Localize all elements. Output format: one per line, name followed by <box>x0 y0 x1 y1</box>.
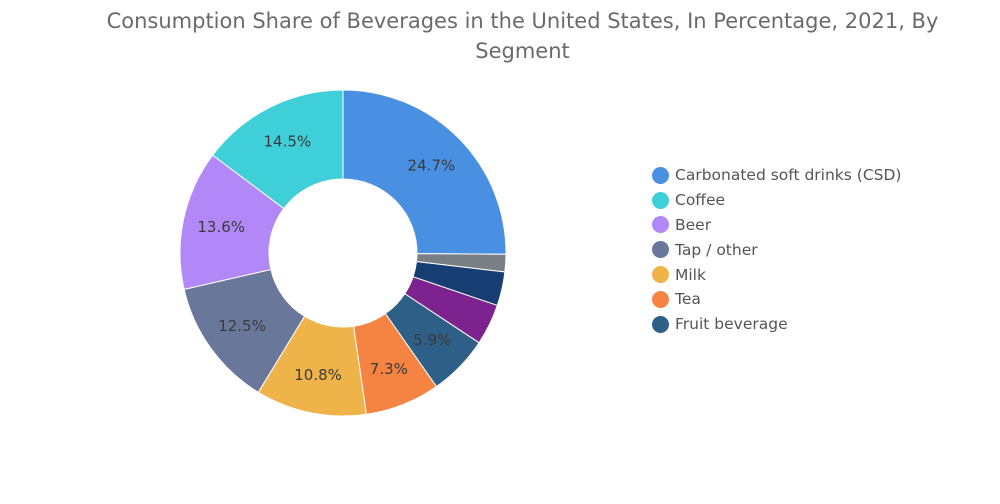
legend-item[interactable]: Coffee <box>652 188 901 213</box>
slice-9 <box>179 154 285 291</box>
legend-item[interactable]: Carbonated soft drinks (CSD) <box>652 163 901 188</box>
legend-label: Fruit beverage <box>675 315 788 334</box>
legend-item[interactable]: Tap / other <box>652 237 901 262</box>
legend-swatch <box>652 266 669 284</box>
legend-swatch <box>652 216 669 234</box>
legend-swatch <box>652 315 669 333</box>
legend-label: Tap / other <box>675 240 758 259</box>
slice-label-7: 10.8% <box>294 366 342 384</box>
legend-label: Beer <box>675 215 712 234</box>
legend-swatch <box>652 166 669 184</box>
legend-swatch <box>652 290 669 308</box>
legend-label: Milk <box>675 265 706 284</box>
slice-label-5: 5.9% <box>413 331 451 349</box>
chart-legend: Carbonated soft drinks (CSD) Coffee Beer Ta… <box>652 163 901 337</box>
legend-swatch <box>652 191 669 209</box>
legend-item[interactable]: Fruit beverage <box>652 312 901 337</box>
legend-label: Tea <box>675 290 701 309</box>
slice-1 <box>342 89 507 255</box>
slice-label-9: 13.6% <box>197 218 245 236</box>
legend-label: Carbonated soft drinks (CSD) <box>675 166 902 185</box>
slice-label-8: 12.5% <box>218 317 266 335</box>
slice-label-10: 14.5% <box>264 133 312 151</box>
legend-item[interactable]: Milk <box>652 262 901 287</box>
legend-swatch <box>652 241 669 259</box>
slice-label-1: 24.7% <box>408 156 456 174</box>
legend-item[interactable]: Beer <box>652 213 901 238</box>
legend-item[interactable]: Tea <box>652 287 901 312</box>
slice-labels: 24.7% 5.9% 7.3% 10.8% 12.5% 13.6% 14.5% <box>197 133 455 384</box>
slice-10 <box>211 89 344 210</box>
legend-label: Coffee <box>675 191 726 210</box>
donut-slices <box>179 89 507 417</box>
slice-label-6: 7.3% <box>370 360 408 378</box>
chart-title: Consumption Share of Beverages in the Un… <box>106 9 939 63</box>
